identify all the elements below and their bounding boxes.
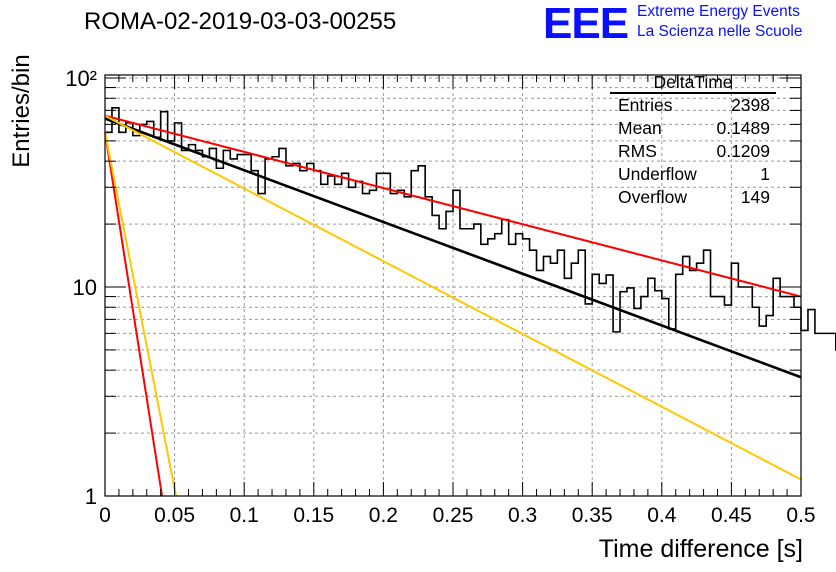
x-tick-label: 0.15 — [293, 504, 334, 527]
eee-logo: EEE — [543, 0, 629, 48]
x-tick-label: 0.45 — [711, 504, 752, 527]
stats-label: Overflow — [618, 187, 688, 207]
stats-value: 0.1209 — [716, 141, 770, 161]
y-tick-label: 1 — [85, 484, 97, 509]
fit-line-4 — [104, 132, 177, 497]
stats-row-overflow: Overflow 149 — [610, 186, 776, 209]
plot-title: ROMA-02-2019-03-03-00255 — [84, 8, 397, 35]
x-tick-label: 0.5 — [786, 504, 815, 527]
stats-value: 2398 — [731, 95, 770, 115]
x-tick-label: 0.35 — [572, 504, 613, 527]
fit-line-0 — [104, 117, 802, 379]
fit-line-1 — [104, 114, 802, 298]
y-tick-labels: 1 10 10² — [65, 66, 97, 509]
stats-label: RMS — [618, 141, 657, 161]
histogram — [105, 107, 836, 351]
x-tick-label: 0.05 — [154, 504, 195, 527]
x-tick-label: 0 — [99, 504, 111, 527]
x-tick-label: 0.1 — [230, 504, 259, 527]
stats-row-entries: Entries 2398 — [610, 94, 776, 117]
x-axis-label: Time difference [s] — [598, 535, 803, 563]
logo-caption: Extreme Energy Events La Scienza nelle S… — [637, 2, 802, 42]
logo-caption-line2: La Scienza nelle Scuole — [637, 23, 803, 40]
y-tick-label: 10² — [65, 66, 97, 91]
logo-caption-line1: Extreme Energy Events — [637, 3, 800, 20]
stats-box: DeltaTime Entries 2398 Mean 0.1489 RMS 0… — [610, 72, 776, 209]
y-tick-label: 10 — [73, 275, 97, 300]
stats-row-rms: RMS 0.1209 — [610, 140, 776, 163]
stats-row-mean: Mean 0.1489 — [610, 117, 776, 140]
x-tick-label: 0.2 — [369, 504, 398, 527]
axes — [104, 74, 802, 497]
x-tick-label: 0.3 — [508, 504, 537, 527]
fit-line-3 — [104, 132, 164, 497]
stats-title: DeltaTime — [610, 72, 776, 94]
plot-frame — [104, 74, 802, 497]
stats-value: 149 — [740, 187, 770, 207]
stats-value: 0.1489 — [716, 118, 770, 138]
x-tick-labels: 0 0.05 0.1 0.15 0.2 0.25 0.3 0.35 0.4 0.45 0.5 — [99, 504, 815, 527]
stats-value: 1 — [760, 164, 770, 184]
stats-label: Mean — [618, 118, 662, 138]
fit-lines — [104, 114, 802, 497]
y-axis-label: Entries/bin — [8, 54, 35, 168]
x-tick-label: 0.25 — [433, 504, 474, 527]
histogram-step-line — [105, 107, 836, 351]
stats-row-underflow: Underflow 1 — [610, 163, 776, 186]
fit-line-2 — [104, 114, 802, 481]
stats-label: Underflow — [618, 164, 697, 184]
stats-label: Entries — [618, 95, 673, 115]
x-tick-label: 0.4 — [647, 504, 677, 527]
